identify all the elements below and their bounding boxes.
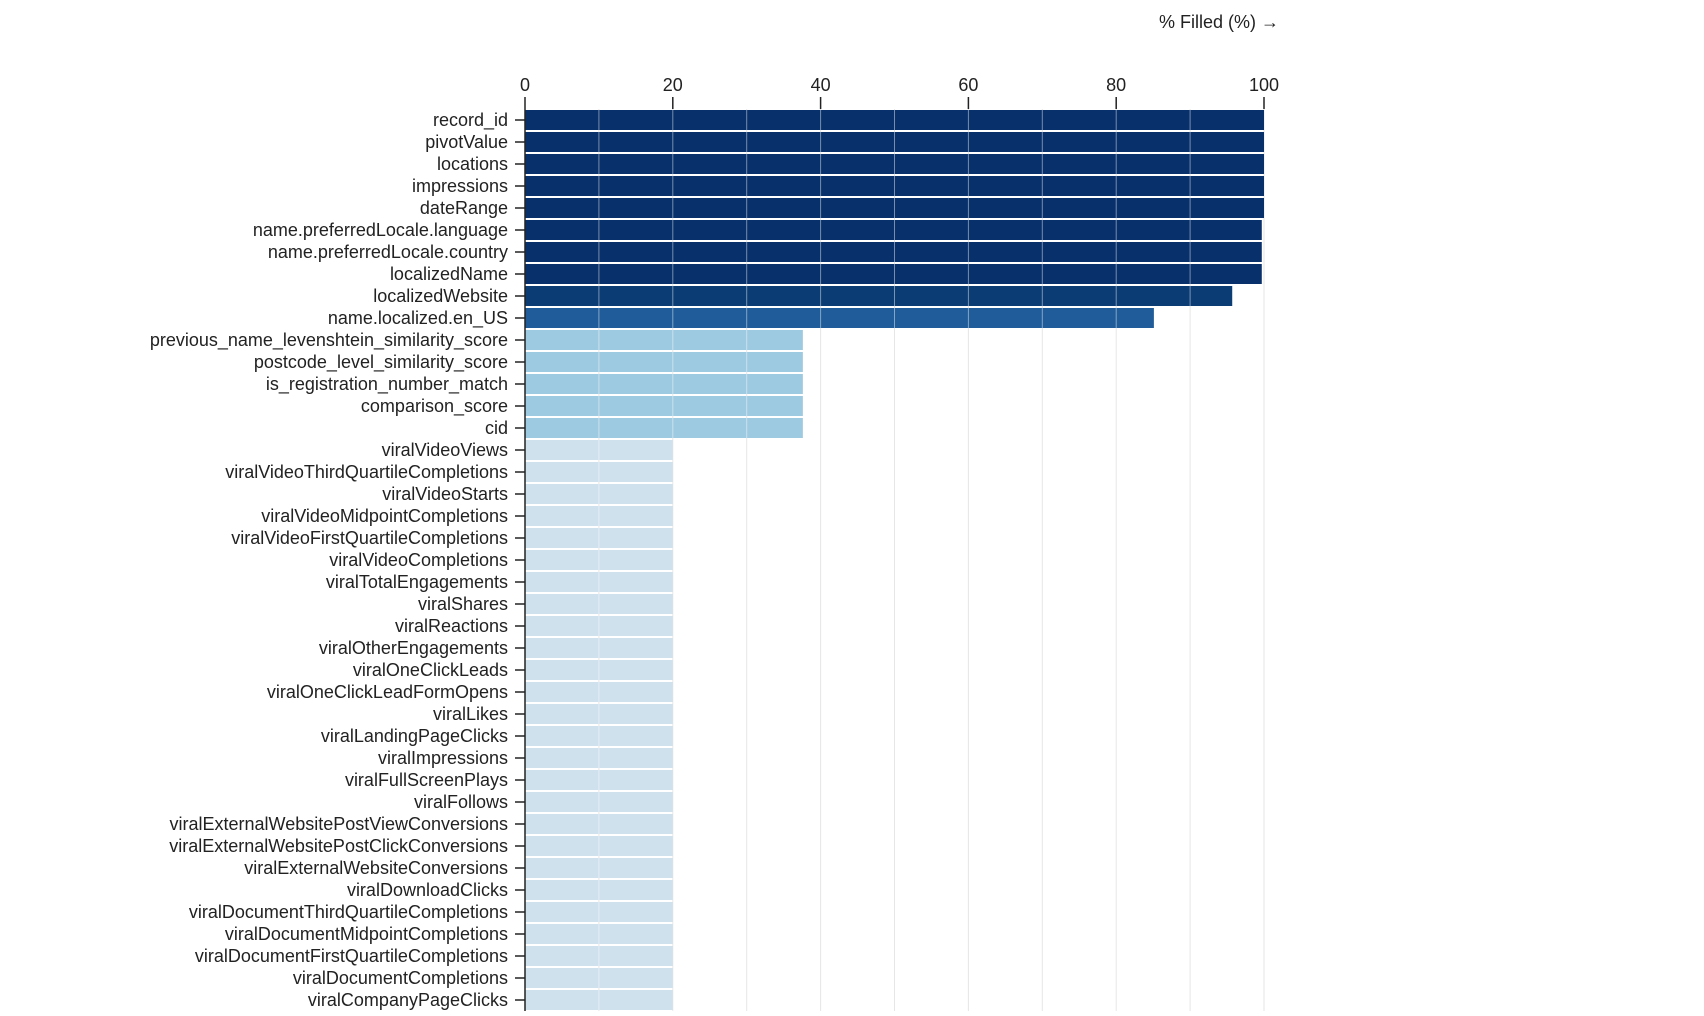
x-tick-label: 60 — [958, 75, 978, 95]
y-tick-label: viralFollows — [414, 792, 508, 812]
bar[interactable] — [525, 418, 803, 438]
bar[interactable] — [525, 132, 1264, 152]
bar[interactable] — [525, 484, 673, 504]
y-tick-label: viralVideoViews — [382, 440, 508, 460]
y-tick-label: viralDocumentMidpointCompletions — [225, 924, 508, 944]
bar[interactable] — [525, 462, 673, 482]
x-tick-label: 20 — [663, 75, 683, 95]
y-tick-label: viralVideoThirdQuartileCompletions — [225, 462, 508, 482]
y-tick-label: viralExternalWebsitePostClickConversions — [169, 836, 508, 856]
bar[interactable] — [525, 352, 803, 372]
bar[interactable] — [525, 792, 673, 812]
y-tick-label: viralTotalEngagements — [326, 572, 508, 592]
bar[interactable] — [525, 748, 673, 768]
y-tick-label: viralDocumentCompletions — [293, 968, 508, 988]
bar[interactable] — [525, 374, 803, 394]
bar[interactable] — [525, 902, 673, 922]
bar[interactable] — [525, 858, 673, 878]
y-tick-label: viralOneClickLeadFormOpens — [267, 682, 508, 702]
y-tick-label: viralDownloadClicks — [347, 880, 508, 900]
bar[interactable] — [525, 220, 1262, 240]
bar[interactable] — [525, 264, 1262, 284]
bar[interactable] — [525, 396, 803, 416]
bar[interactable] — [525, 990, 673, 1010]
bar[interactable] — [525, 770, 673, 790]
y-tick-label: comparison_score — [361, 396, 508, 417]
bar[interactable] — [525, 594, 673, 614]
bar[interactable] — [525, 176, 1264, 196]
bar[interactable] — [525, 330, 803, 350]
y-tick-label: name.localized.en_US — [328, 308, 508, 329]
bar[interactable] — [525, 616, 673, 636]
y-tick-label: viralLikes — [433, 704, 508, 724]
y-tick-label: viralOtherEngagements — [319, 638, 508, 658]
bar[interactable] — [525, 110, 1264, 130]
bar[interactable] — [525, 638, 673, 658]
bar[interactable] — [525, 968, 673, 988]
bar[interactable] — [525, 704, 673, 724]
bar[interactable] — [525, 506, 673, 526]
bar[interactable] — [525, 550, 673, 570]
y-tick-label: viralFullScreenPlays — [345, 770, 508, 790]
y-tick-label: locations — [437, 154, 508, 174]
bar[interactable] — [525, 440, 673, 460]
bar[interactable] — [525, 154, 1264, 174]
x-tick-label: 40 — [811, 75, 831, 95]
bar[interactable] — [525, 924, 673, 944]
y-tick-label: viralVideoCompletions — [329, 550, 508, 570]
x-tick-label: 0 — [520, 75, 530, 95]
bar[interactable] — [525, 660, 673, 680]
y-tick-label: viralOneClickLeads — [353, 660, 508, 680]
y-tick-label: record_id — [433, 110, 508, 131]
y-tick-label: impressions — [412, 176, 508, 196]
y-tick-label: viralVideoFirstQuartileCompletions — [231, 528, 508, 548]
x-tick-label: 100 — [1249, 75, 1279, 95]
y-tick-label: viralVideoStarts — [382, 484, 508, 504]
y-tick-label: dateRange — [420, 198, 508, 218]
bar[interactable] — [525, 308, 1154, 328]
y-tick-label: localizedName — [390, 264, 508, 284]
y-tick-label: postcode_level_similarity_score — [254, 352, 508, 373]
y-tick-label: viralImpressions — [378, 748, 508, 768]
bar[interactable] — [525, 242, 1262, 262]
bar[interactable] — [525, 814, 673, 834]
bar[interactable] — [525, 198, 1264, 218]
y-tick-label: viralShares — [418, 594, 508, 614]
y-tick-label: viralDocumentFirstQuartileCompletions — [195, 946, 508, 966]
bar[interactable] — [525, 572, 673, 592]
y-tick-label: name.preferredLocale.country — [268, 242, 508, 262]
y-tick-label: localizedWebsite — [373, 286, 508, 306]
bar[interactable] — [525, 946, 673, 966]
bar[interactable] — [525, 880, 673, 900]
bar[interactable] — [525, 682, 673, 702]
y-tick-label: is_registration_number_match — [266, 374, 508, 395]
x-axis-title: % Filled (%) → — [1159, 12, 1279, 32]
bar[interactable] — [525, 286, 1233, 306]
y-tick-label: viralReactions — [395, 616, 508, 636]
y-tick-label: viralCompanyPageClicks — [308, 990, 508, 1010]
bar[interactable] — [525, 528, 673, 548]
y-tick-label: cid — [485, 418, 508, 438]
y-tick-label: previous_name_levenshtein_similarity_sco… — [150, 330, 508, 351]
y-tick-label: viralDocumentThirdQuartileCompletions — [189, 902, 508, 922]
bar[interactable] — [525, 836, 673, 856]
y-tick-label: pivotValue — [425, 132, 508, 152]
y-tick-label: viralExternalWebsiteConversions — [244, 858, 508, 878]
y-tick-label: name.preferredLocale.language — [253, 220, 508, 240]
y-tick-label: viralLandingPageClicks — [321, 726, 508, 746]
x-tick-label: 80 — [1106, 75, 1126, 95]
y-tick-label: viralExternalWebsitePostViewConversions — [170, 814, 508, 834]
y-tick-label: viralVideoMidpointCompletions — [261, 506, 508, 526]
bar[interactable] — [525, 726, 673, 746]
